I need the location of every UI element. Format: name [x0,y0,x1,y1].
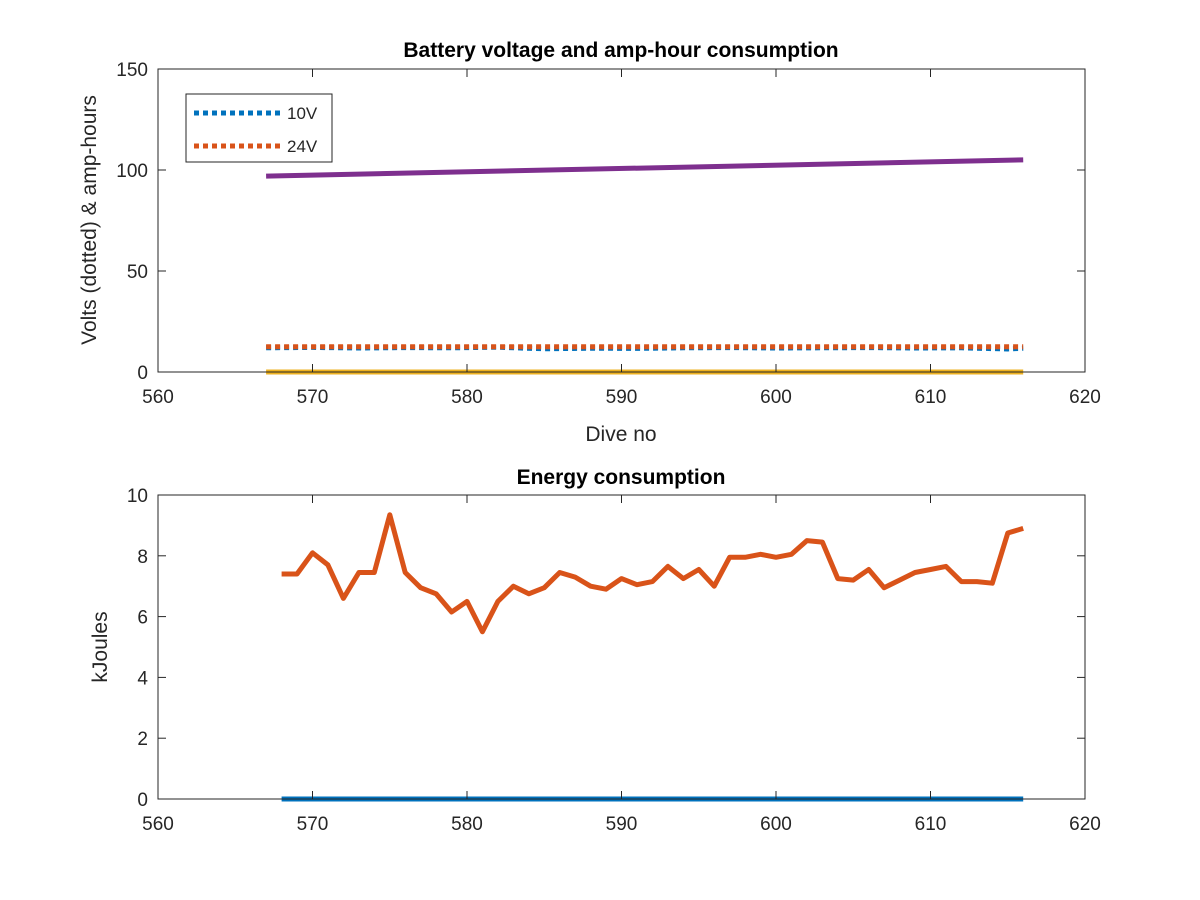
x-tick-label: 610 [915,387,947,408]
legend-box [185,93,333,163]
x-tick-label: 600 [760,814,792,835]
chart-title: Battery voltage and amp-hour consumption [403,39,838,62]
x-axis-label: Dive no [585,423,656,446]
y-tick-label: 8 [137,547,148,568]
x-tick-label: 580 [451,387,483,408]
x-tick-label: 590 [606,387,638,408]
series-line-2 [266,157,1024,179]
x-tick-label: 580 [451,814,483,835]
chart-energy: Energy consumption kJoules 560 570 580 590 6… [89,466,1101,835]
x-tick-label: 560 [142,387,174,408]
legend: 10V 24V [185,93,333,163]
y-tick-label: 10 [127,486,148,507]
y-tick-label: 2 [137,729,148,750]
x-tick-label: 590 [606,814,638,835]
x-tick-label: 560 [142,814,174,835]
x-tick-label: 610 [915,814,947,835]
y-axis-label: kJoules [89,611,112,682]
axes-layer: 560 570 580 590 600 610 620 0 2 4 6 8 10 [127,486,1101,835]
y-tick-label: 50 [127,262,148,283]
axes-layer: 560 570 580 590 600 610 620 0 50 100 150 [116,60,1101,408]
legend-label: 10V [287,104,318,123]
x-tick-label: 570 [297,387,329,408]
y-axis-label: Volts (dotted) & amp-hours [78,95,101,345]
chart-title: Energy consumption [517,466,726,489]
x-tick-label: 570 [297,814,329,835]
y-tick-label: 4 [137,668,148,689]
x-tick-label: 620 [1069,814,1101,835]
x-tick-label: 620 [1069,387,1101,408]
y-tick-label: 0 [137,790,148,811]
y-tick-label: 100 [116,161,148,182]
y-tick-label: 6 [137,608,148,629]
x-tick-label: 600 [760,387,792,408]
y-tick-label: 0 [137,363,148,384]
series-line-0 [281,512,1024,635]
y-tick-label: 150 [116,60,148,81]
legend-label: 24V [287,137,318,156]
chart-battery: Battery voltage and amp-hour consumption… [78,39,1101,446]
